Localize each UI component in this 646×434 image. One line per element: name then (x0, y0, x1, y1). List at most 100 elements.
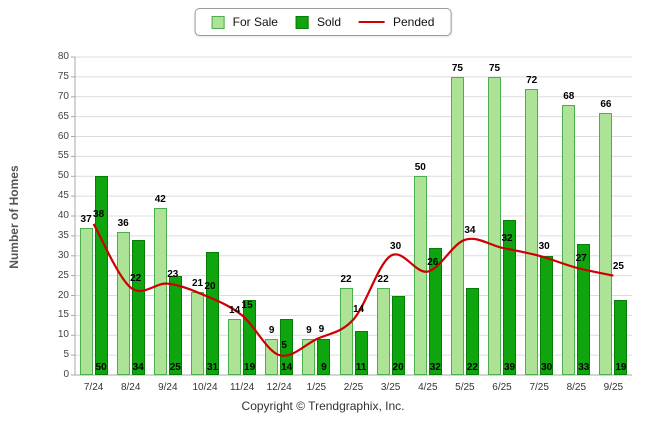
pended-line-swatch (359, 21, 386, 23)
pended-value-label: 27 (575, 252, 587, 264)
for-sale-bar (153, 208, 167, 375)
y-tick-label: 60 (57, 130, 69, 142)
for-sale-value-label: 75 (451, 62, 463, 74)
for-sale-value-label: 22 (340, 273, 352, 285)
pended-value-label: 32 (501, 232, 513, 244)
sold-value-label: 20 (392, 362, 404, 373)
for-sale-bar (562, 104, 576, 375)
sold-value-label: 25 (169, 362, 181, 373)
sold-bar (168, 275, 182, 375)
for-sale-value-label: 9 (306, 325, 312, 337)
for-sale-value-label: 36 (117, 217, 129, 229)
sold-bar (540, 255, 554, 375)
for-sale-value-label: 66 (600, 98, 612, 110)
sold-bar (206, 251, 219, 375)
for-sale-value-label: 42 (154, 194, 166, 205)
sold-value-label: 32 (429, 362, 441, 373)
x-tick-label: 6/25 (492, 382, 512, 393)
sold-value-label: 11 (355, 362, 367, 373)
y-tick-label: 30 (57, 249, 69, 261)
pended-value-label: 5 (281, 340, 287, 352)
y-tick-label: 50 (57, 170, 69, 182)
y-tick-label: 65 (57, 110, 69, 122)
for-sale-value-label: 22 (377, 273, 389, 285)
sold-value-label: 50 (95, 362, 107, 373)
sold-bar (614, 299, 628, 375)
for-sale-bar (116, 231, 130, 375)
pended-value-label: 14 (352, 304, 365, 316)
for-sale-bar (599, 112, 613, 375)
y-tick-label: 35 (57, 229, 69, 241)
y-tick-label: 80 (57, 51, 69, 62)
x-tick-label: 1/25 (306, 382, 327, 393)
legend-label-pended: Pended (393, 15, 435, 29)
x-tick-label: 5/25 (455, 382, 475, 393)
for-sale-bar (488, 76, 501, 375)
y-tick-label: 75 (57, 70, 69, 82)
sold-value-label: 33 (578, 362, 590, 373)
y-tick-label: 0 (63, 369, 69, 380)
pended-value-label: 9 (318, 324, 325, 336)
sold-bar (131, 239, 145, 375)
sold-value-label: 14 (281, 362, 293, 373)
x-tick-label: 2/25 (343, 382, 364, 393)
y-tick-label: 70 (57, 90, 69, 102)
y-axis-title: Number of Homes (7, 165, 21, 269)
x-tick-label: 8/25 (566, 382, 587, 393)
pended-value-label: 30 (538, 240, 550, 252)
sold-value-label: 39 (503, 362, 516, 373)
sold-swatch (295, 15, 309, 29)
x-tick-label: 11/24 (229, 382, 255, 393)
pended-value-label: 34 (464, 224, 476, 236)
sold-value-label: 34 (132, 362, 144, 373)
for-sale-value-label: 14 (229, 305, 241, 317)
pended-value-label: 30 (390, 240, 402, 252)
for-sale-value-label: 50 (414, 162, 426, 174)
y-tick-label: 25 (57, 269, 69, 281)
sold-value-label: 19 (615, 362, 627, 373)
for-sale-value-label: 21 (191, 277, 204, 289)
sold-value-label: 19 (244, 362, 256, 373)
sold-value-label: 31 (206, 362, 219, 373)
sold-value-label: 30 (541, 362, 553, 373)
for-sale-value-label: 37 (80, 213, 92, 225)
for-sale-value-label: 9 (268, 325, 275, 337)
x-tick-label: 9/24 (158, 382, 178, 393)
y-tick-label: 15 (57, 309, 69, 321)
y-tick-label: 55 (57, 150, 69, 162)
x-tick-label: 7/25 (529, 382, 549, 393)
legend: For Sale Sold Pended (194, 8, 452, 36)
pended-value-label: 25 (612, 260, 624, 272)
for-sale-bar (79, 227, 93, 375)
for-sale-bar (413, 176, 427, 375)
for-sale-value-label: 68 (563, 90, 575, 102)
pended-value-label: 26 (427, 256, 439, 268)
x-tick-label: 10/24 (192, 382, 218, 393)
sold-value-label: 9 (321, 362, 327, 373)
for-sale-value-label: 72 (526, 74, 538, 86)
x-tick-label: 12/24 (266, 382, 292, 393)
y-tick-label: 10 (57, 329, 69, 341)
pended-value-label: 20 (204, 280, 216, 292)
y-tick-label: 45 (57, 190, 69, 202)
pended-value-label: 15 (241, 300, 253, 312)
y-tick-label: 5 (63, 349, 69, 361)
pended-value-label: 23 (167, 268, 179, 280)
footer-copyright: Copyright © Trendgraphix, Inc. (241, 399, 405, 413)
for-sale-swatch (211, 15, 225, 29)
x-tick-label: 7/24 (83, 382, 104, 393)
legend-label-sold: Sold (316, 15, 342, 29)
sold-value-label: 22 (466, 362, 478, 373)
pended-value-label: 22 (130, 272, 142, 284)
y-tick-label: 40 (57, 210, 69, 221)
x-tick-label: 4/25 (418, 382, 438, 393)
for-sale-value-label: 75 (488, 62, 501, 74)
legend-label-for-sale: For Sale (232, 15, 278, 29)
y-tick-label: 20 (57, 289, 69, 301)
x-tick-label: 8/24 (120, 382, 141, 393)
x-tick-label: 9/25 (603, 382, 624, 393)
x-tick-label: 3/25 (380, 382, 401, 393)
pended-value-label: 38 (93, 208, 105, 220)
for-sale-bar (525, 88, 539, 375)
